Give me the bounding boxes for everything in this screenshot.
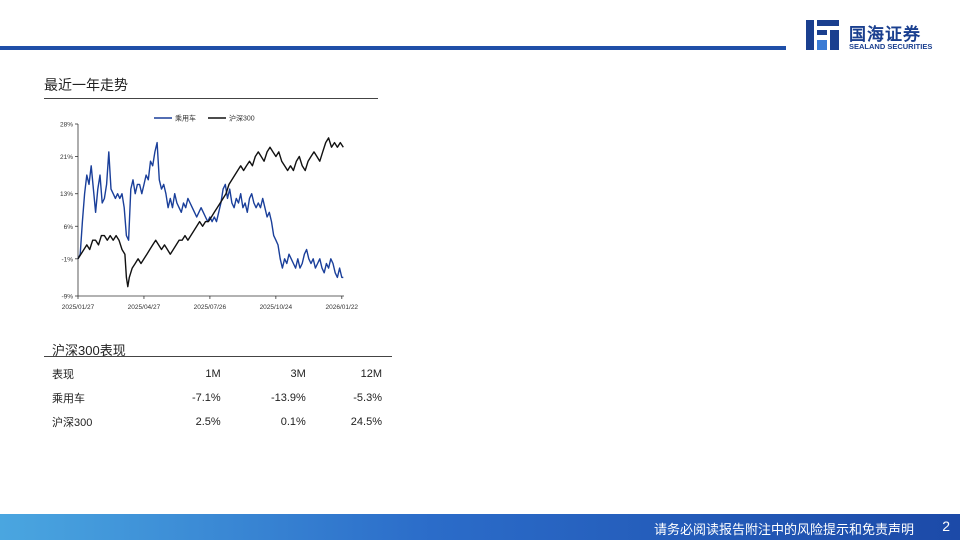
- table-header-row: 表现 1M 3M 12M: [52, 362, 382, 386]
- footer-disclaimer: 请务必阅读报告附注中的风险提示和免责声明: [653, 522, 914, 537]
- table-row: 沪深300 2.5% 0.1% 24.5%: [52, 410, 382, 434]
- header-cell: 表现: [52, 369, 74, 381]
- header-cell: 12M: [360, 368, 382, 380]
- brand-name-en: SEALAND SECURITIES: [849, 42, 933, 51]
- x-tick-label: 2025/04/27: [128, 304, 161, 311]
- y-tick-label: 21%: [60, 154, 73, 161]
- y-tick-label: -1%: [61, 256, 73, 263]
- table-cell: 24.5%: [350, 416, 382, 428]
- performance-table: 表现 1M 3M 12M 乘用车 -7.1% -13.9% -5.3% 沪深30…: [52, 362, 382, 434]
- section-title: 最近一年走势: [44, 77, 128, 93]
- y-tick-label: 28%: [60, 122, 73, 129]
- header-cell: 1M: [205, 368, 221, 380]
- section-rule: [44, 98, 378, 99]
- legend-label: 沪深300: [229, 114, 255, 123]
- page-number: 2: [942, 518, 950, 534]
- footer-bar: 请务必阅读报告附注中的风险提示和免责声明 2: [0, 514, 960, 540]
- table-cell: 0.1%: [280, 416, 306, 428]
- table-cell: -13.9%: [270, 392, 306, 404]
- legend-label: 乘用车: [175, 114, 196, 123]
- sealand-logo-icon: [806, 20, 839, 50]
- brand-logo: 国海证券 SEALAND SECURITIES: [805, 18, 945, 58]
- x-tick-label: 2025/01/27: [62, 304, 95, 311]
- y-tick-label: 6%: [64, 224, 74, 231]
- x-tick-label: 2025/07/26: [194, 304, 227, 311]
- x-tick-label: 2025/10/24: [260, 304, 293, 311]
- row-label: 乘用车: [52, 393, 85, 405]
- series-line-passenger-car: [77, 141, 344, 279]
- header-rule: [0, 46, 786, 50]
- row-label: 沪深300: [52, 417, 93, 429]
- table-cell: -7.1%: [191, 392, 221, 404]
- table-cell: 2.5%: [195, 416, 221, 428]
- y-tick-label: 13%: [60, 191, 73, 198]
- x-tick-label: 2026/01/22: [326, 304, 359, 311]
- performance-chart: 28% 21% 13% 6% -1% -9% 2025/01/27 2025/04/27 202…: [60, 114, 359, 312]
- performance-table-rule: [44, 356, 392, 357]
- performance-table-title: 沪深300表现: [52, 343, 126, 358]
- table-cell: -5.3%: [353, 392, 382, 404]
- table-row: 乘用车 -7.1% -13.9% -5.3%: [52, 386, 382, 410]
- brand-name-cn: 国海证券: [849, 25, 921, 44]
- header-cell: 3M: [290, 368, 306, 380]
- y-tick-label: -9%: [61, 294, 73, 301]
- series-line-hs300: [77, 137, 344, 288]
